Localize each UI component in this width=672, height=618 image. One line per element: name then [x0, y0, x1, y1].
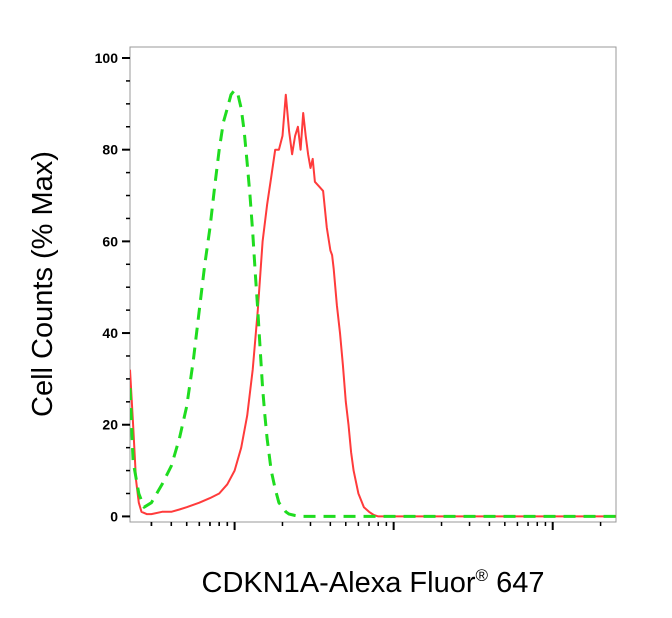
y-tick-label: 20 — [102, 417, 118, 433]
x-axis-title-superscript: ® — [476, 566, 489, 585]
series-line-dashed — [130, 88, 616, 518]
y-axis: 0 20 40 60 80 100 — [95, 50, 130, 524]
y-tick-label: 100 — [95, 50, 119, 66]
series-line-solid — [130, 93, 616, 518]
y-tick-label: 40 — [102, 325, 118, 341]
x-axis-title-suffix: 647 — [488, 567, 544, 599]
y-tick-label: 0 — [110, 508, 118, 524]
y-axis-title: Cell Counts (% Max) — [27, 151, 59, 417]
x-axis — [150, 522, 602, 530]
y-tick-label: 60 — [102, 233, 118, 249]
x-axis-title: CDKN1A-Alexa Fluor® 647 — [202, 566, 545, 599]
plot-frame — [129, 46, 617, 523]
x-axis-title-main: CDKN1A-Alexa Fluor — [202, 567, 476, 599]
y-tick-label: 80 — [102, 142, 118, 158]
series-layer — [130, 88, 616, 518]
